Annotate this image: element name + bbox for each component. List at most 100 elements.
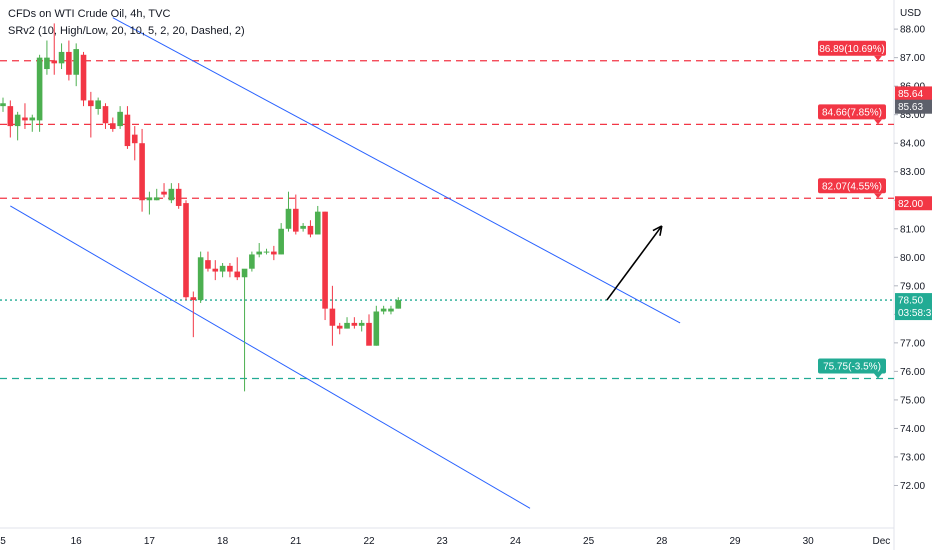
candle[interactable] bbox=[344, 322, 350, 329]
candle[interactable] bbox=[336, 325, 343, 329]
candle[interactable] bbox=[366, 322, 372, 346]
candle[interactable] bbox=[241, 268, 248, 278]
candle[interactable] bbox=[153, 197, 160, 201]
candle[interactable] bbox=[307, 225, 314, 235]
level-label-badge bbox=[818, 178, 886, 194]
candle[interactable] bbox=[322, 211, 328, 309]
candle[interactable] bbox=[271, 251, 277, 255]
candle[interactable] bbox=[95, 100, 101, 109]
x-tick-label: 29 bbox=[729, 536, 741, 547]
level-label: 75.75(-3.5%) bbox=[823, 362, 881, 373]
candle[interactable] bbox=[161, 191, 167, 195]
level-label-pointer bbox=[874, 55, 882, 61]
y-tick-label: 84.00 bbox=[900, 139, 925, 150]
last-price-label: 78.50 bbox=[898, 296, 923, 307]
candle[interactable] bbox=[66, 51, 72, 75]
candle[interactable] bbox=[249, 254, 255, 269]
indicator-label[interactable]: SRv2 (10, High/Low, 20, 10, 5, 2, 20, Da… bbox=[8, 25, 245, 37]
candle[interactable] bbox=[88, 100, 94, 107]
candle[interactable] bbox=[146, 197, 153, 201]
level-label-badge bbox=[818, 358, 886, 374]
trend-arrow-head bbox=[652, 225, 663, 232]
candle[interactable] bbox=[7, 106, 14, 127]
candle[interactable] bbox=[227, 265, 233, 272]
y-tick-label: 76.00 bbox=[900, 367, 925, 378]
candle[interactable] bbox=[44, 57, 50, 70]
candle[interactable] bbox=[80, 54, 87, 101]
candle[interactable] bbox=[358, 322, 365, 326]
candle[interactable] bbox=[36, 57, 43, 121]
y-tick-label: 85.00 bbox=[900, 110, 925, 121]
y-tick-label: 83.00 bbox=[900, 167, 925, 178]
candle[interactable] bbox=[58, 51, 65, 64]
candle[interactable] bbox=[388, 308, 394, 312]
y-tick-label: 72.00 bbox=[900, 481, 925, 492]
y-tick-label: 88.00 bbox=[900, 25, 925, 36]
level-label-badge bbox=[818, 104, 886, 120]
candle[interactable] bbox=[29, 117, 36, 121]
candle[interactable] bbox=[219, 265, 226, 272]
candle[interactable] bbox=[197, 257, 204, 301]
price-tag: 85.64 bbox=[898, 89, 923, 100]
x-tick-label: 24 bbox=[510, 536, 522, 547]
candle[interactable] bbox=[117, 111, 123, 127]
level-label: 86.89(10.69%) bbox=[819, 44, 885, 55]
candle[interactable] bbox=[139, 143, 145, 201]
y-tick-label: 80.00 bbox=[900, 253, 925, 264]
x-tick-label: 21 bbox=[290, 536, 302, 547]
candle[interactable] bbox=[314, 211, 321, 235]
price-tag-badge bbox=[895, 99, 932, 114]
price-tag-badge bbox=[895, 196, 932, 211]
price-tag: 85.63 bbox=[898, 102, 923, 113]
chart-legend: CFDs on WTI Crude Oil, 4h, TVC SRv2 (10,… bbox=[8, 6, 245, 40]
candle[interactable] bbox=[131, 134, 138, 144]
y-tick-label: 79.00 bbox=[900, 281, 925, 292]
x-tick-label: 22 bbox=[363, 536, 375, 547]
candle[interactable] bbox=[285, 208, 292, 229]
x-tick-label: 5 bbox=[0, 536, 6, 547]
currency-label: USD bbox=[900, 8, 921, 19]
candle[interactable] bbox=[190, 297, 197, 301]
level-label-pointer bbox=[874, 193, 882, 199]
candle[interactable] bbox=[351, 322, 358, 326]
candle[interactable] bbox=[278, 228, 284, 255]
x-tick-label: 17 bbox=[144, 536, 156, 547]
candle[interactable] bbox=[102, 106, 109, 124]
candle[interactable] bbox=[212, 268, 219, 272]
candle[interactable] bbox=[205, 260, 211, 269]
candle[interactable] bbox=[380, 308, 387, 312]
candle[interactable] bbox=[124, 114, 131, 147]
candle[interactable] bbox=[300, 225, 306, 229]
channel-upper-line[interactable] bbox=[112, 17, 681, 324]
candle[interactable] bbox=[183, 203, 189, 298]
candle[interactable] bbox=[263, 251, 270, 253]
x-tick-label: 23 bbox=[437, 536, 449, 547]
candle[interactable] bbox=[395, 300, 402, 309]
level-label: 82.07(4.55%) bbox=[822, 181, 882, 192]
y-tick-label: 77.00 bbox=[900, 338, 925, 349]
channel-lower-line[interactable] bbox=[10, 205, 531, 509]
y-tick-label: 74.00 bbox=[900, 424, 925, 435]
candle[interactable] bbox=[14, 114, 21, 127]
candle[interactable] bbox=[256, 251, 262, 255]
candle[interactable] bbox=[293, 208, 299, 232]
countdown-label: 03:58:3 bbox=[898, 308, 932, 319]
price-tag: 82.00 bbox=[898, 199, 923, 210]
x-tick-label: Dec bbox=[873, 536, 891, 547]
trend-arrow-line[interactable] bbox=[606, 225, 663, 301]
candle[interactable] bbox=[234, 271, 241, 278]
candle[interactable] bbox=[110, 123, 116, 129]
last-price-badge bbox=[895, 293, 932, 321]
candle[interactable] bbox=[22, 117, 28, 121]
y-tick-label: 75.00 bbox=[900, 395, 925, 406]
candle[interactable] bbox=[73, 49, 79, 75]
candle[interactable] bbox=[175, 188, 182, 206]
candle[interactable] bbox=[168, 188, 175, 201]
candle[interactable] bbox=[51, 60, 58, 64]
level-label: 84.66(7.85%) bbox=[822, 107, 882, 118]
candle[interactable] bbox=[329, 308, 336, 326]
symbol-title[interactable]: CFDs on WTI Crude Oil, 4h, TVC bbox=[8, 8, 171, 20]
candle[interactable] bbox=[0, 103, 6, 107]
candle[interactable] bbox=[373, 311, 380, 346]
